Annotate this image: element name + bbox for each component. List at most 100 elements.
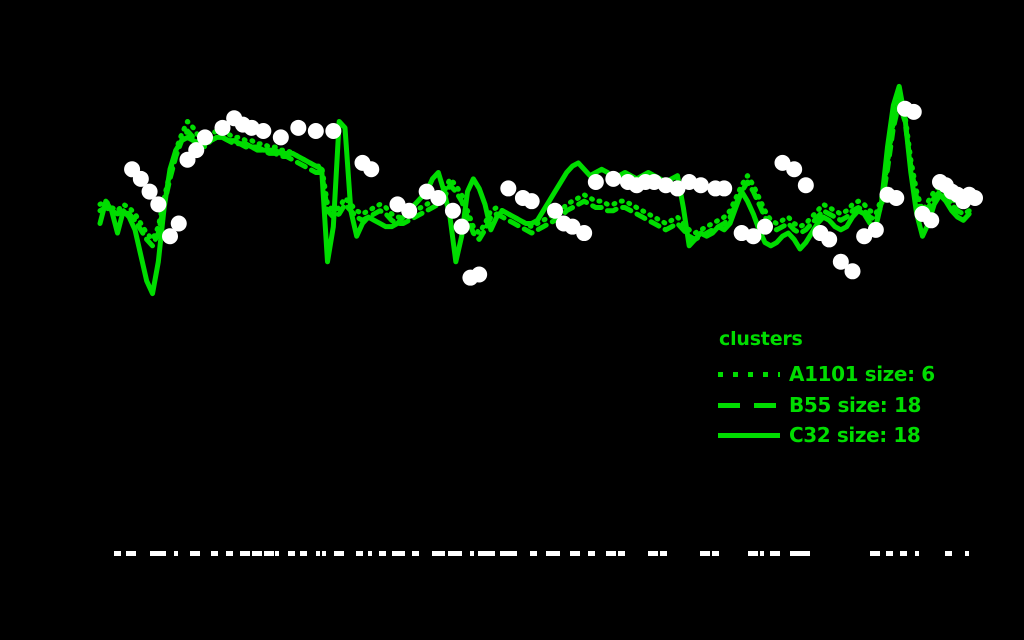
scatter-marker bbox=[401, 202, 418, 219]
rug-tick bbox=[618, 551, 622, 556]
rug-tick bbox=[915, 551, 919, 556]
rug-tick bbox=[660, 551, 664, 556]
scatter-marker bbox=[389, 196, 406, 213]
rug-tick bbox=[196, 551, 200, 556]
rug-tick bbox=[760, 551, 764, 556]
scatter-marker bbox=[523, 193, 540, 210]
scatter-marker bbox=[797, 177, 814, 194]
rug-tick bbox=[334, 551, 338, 556]
rug-tick bbox=[229, 551, 233, 556]
rug-tick bbox=[703, 551, 707, 556]
scatter-marker-layer bbox=[124, 100, 983, 286]
rug-tick bbox=[965, 551, 969, 556]
rug-tick bbox=[484, 551, 488, 556]
scatter-marker bbox=[418, 183, 435, 200]
rug-tick bbox=[252, 551, 256, 556]
rug-tick bbox=[552, 551, 556, 556]
rug-tick bbox=[255, 551, 259, 556]
rug-tick bbox=[264, 551, 268, 556]
scatter-marker bbox=[363, 161, 380, 178]
rug-tick bbox=[398, 551, 402, 556]
rug-tick bbox=[549, 551, 553, 556]
rug-tick bbox=[382, 551, 386, 556]
scatter-marker bbox=[290, 119, 307, 136]
rug-tick bbox=[240, 551, 244, 556]
rug-tick bbox=[900, 551, 904, 556]
rug-tick bbox=[754, 551, 758, 556]
rug-tick bbox=[159, 551, 163, 556]
legend-entry-a1101[interactable]: A1101 size: 6 bbox=[714, 360, 954, 390]
rug-tick bbox=[793, 551, 797, 556]
rug-tick bbox=[770, 551, 774, 556]
rug-tick bbox=[214, 551, 218, 556]
rug-tick bbox=[156, 551, 160, 556]
rug-tick bbox=[243, 551, 247, 556]
rug-tick bbox=[876, 551, 880, 556]
rug-tick bbox=[700, 551, 704, 556]
legend-entry-b55[interactable]: B55 size: 18 bbox=[714, 391, 954, 421]
rug-tick bbox=[340, 551, 344, 556]
legend-swatch-solid bbox=[718, 433, 780, 438]
rug-tick bbox=[153, 551, 157, 556]
scatter-marker bbox=[576, 225, 593, 242]
rug-tick bbox=[806, 551, 810, 556]
scatter-marker bbox=[786, 161, 803, 178]
scatter-marker bbox=[669, 180, 686, 197]
rug-tick bbox=[790, 551, 794, 556]
rug-tick bbox=[886, 551, 890, 556]
rug-tick bbox=[226, 551, 230, 556]
rug-tick bbox=[275, 551, 279, 556]
rug-tick bbox=[392, 551, 396, 556]
rug-tick bbox=[573, 551, 577, 556]
rug-tick bbox=[948, 551, 952, 556]
rug-tick bbox=[715, 551, 719, 556]
scatter-marker bbox=[856, 228, 873, 245]
rug-tick bbox=[211, 551, 215, 556]
scatter-marker bbox=[214, 119, 231, 136]
rug-tick bbox=[316, 551, 320, 556]
rug-tick bbox=[114, 551, 118, 556]
rug-tick bbox=[800, 551, 804, 556]
scatter-marker bbox=[564, 218, 581, 235]
scatter-marker bbox=[150, 196, 167, 213]
rug-tick bbox=[903, 551, 907, 556]
rug-tick bbox=[441, 551, 445, 556]
rug-tick bbox=[174, 551, 178, 556]
rug-tick bbox=[359, 551, 363, 556]
rug-tick bbox=[648, 551, 652, 556]
scatter-marker bbox=[188, 142, 205, 159]
legend: clusters A1101 size: 6 B55 size: 18 C32 … bbox=[714, 328, 954, 447]
scatter-marker bbox=[170, 215, 187, 232]
rug-tick bbox=[491, 551, 495, 556]
scatter-marker bbox=[453, 218, 470, 235]
rug-tick bbox=[510, 551, 514, 556]
rug-tick bbox=[288, 551, 292, 556]
scatter-marker bbox=[500, 180, 517, 197]
rug-tick bbox=[606, 551, 610, 556]
rug-tick bbox=[246, 551, 250, 556]
scatter-marker bbox=[471, 266, 488, 283]
scatter-marker bbox=[905, 103, 922, 120]
rug-tick bbox=[322, 551, 326, 556]
legend-entry-c32[interactable]: C32 size: 18 bbox=[714, 421, 954, 451]
rug-tick bbox=[132, 551, 136, 556]
rug-tick bbox=[654, 551, 658, 556]
legend-label-a1101: A1101 size: 6 bbox=[789, 362, 935, 386]
rug-tick bbox=[873, 551, 877, 556]
scatter-marker bbox=[444, 202, 461, 219]
series-line-a1101 bbox=[97, 93, 972, 242]
rug-tick bbox=[612, 551, 616, 556]
rug-tick bbox=[751, 551, 755, 556]
legend-swatch-dotted bbox=[718, 372, 780, 377]
rug-tick bbox=[609, 551, 613, 556]
scatter-marker bbox=[272, 129, 289, 146]
rug-tick bbox=[776, 551, 780, 556]
rug-tick bbox=[337, 551, 341, 556]
rug-tick bbox=[448, 551, 452, 556]
scatter-marker bbox=[757, 218, 773, 235]
scatter-marker bbox=[255, 123, 272, 140]
rug-marker-layer bbox=[114, 551, 969, 556]
rug-tick bbox=[488, 551, 492, 556]
rug-tick bbox=[458, 551, 462, 556]
